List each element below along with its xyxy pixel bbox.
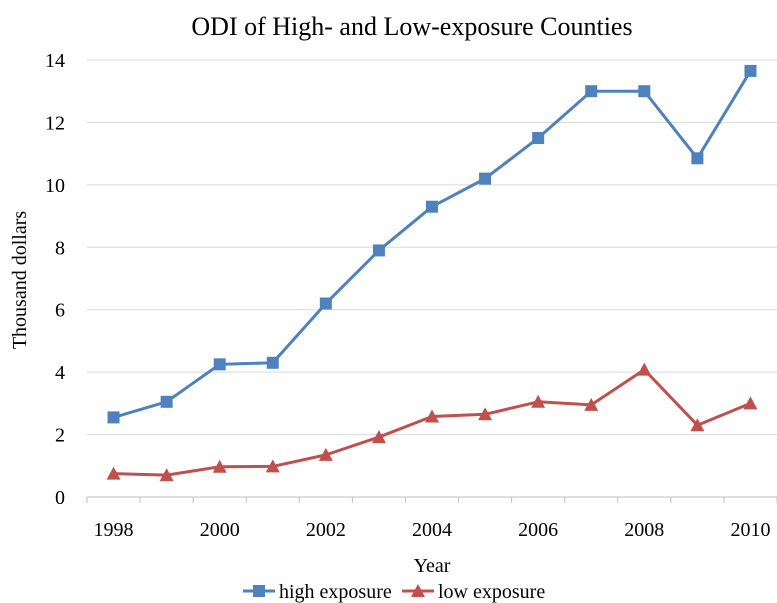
x-tick-label: 2000: [200, 519, 240, 541]
x-tick-label: 2004: [412, 519, 452, 541]
series-high-exposure: [108, 65, 757, 423]
y-tick-label: 10: [45, 175, 65, 197]
y-tick-label: 6: [55, 300, 65, 322]
data-point: [320, 297, 332, 309]
gridlines: [87, 60, 777, 435]
x-axis-title: Year: [414, 555, 451, 577]
x-tick-label: 2006: [518, 519, 558, 541]
legend-label: low exposure: [438, 581, 545, 603]
y-tick-label: 2: [55, 425, 65, 447]
data-point: [479, 173, 491, 185]
x-tick-label: 2008: [624, 519, 664, 541]
data-point: [532, 132, 544, 144]
x-tick-label: 2002: [306, 519, 346, 541]
data-point: [637, 363, 651, 376]
data-point: [744, 65, 756, 77]
legend-marker: [253, 585, 265, 597]
data-point: [691, 152, 703, 164]
y-tick-label: 0: [55, 487, 65, 509]
data-point: [426, 201, 438, 213]
y-tick-label: 8: [55, 237, 65, 259]
chart-title: ODI of High- and Low-exposure Counties: [191, 12, 632, 41]
legend-item: low exposure: [402, 581, 545, 603]
axes: 0 2 4 6 8 10 12 14 1998 2000 2002 2004 2006 2008 2010: [45, 50, 777, 541]
legend: high exposure low exposure: [243, 581, 545, 603]
data-point: [161, 396, 173, 408]
data-point: [214, 358, 226, 370]
data-point: [373, 244, 385, 256]
x-tick-label: 1998: [94, 519, 134, 541]
y-tick-label: 12: [45, 112, 65, 134]
data-point: [638, 85, 650, 97]
data-point: [267, 357, 279, 369]
y-tick-label: 14: [45, 50, 65, 72]
series-low-exposure: [107, 363, 758, 482]
data-point: [743, 396, 757, 409]
series-layer: [107, 65, 758, 481]
legend-label: high exposure: [279, 581, 392, 603]
y-axis-title: Thousand dollars: [9, 211, 31, 350]
y-tick-label: 4: [55, 362, 65, 384]
data-point: [108, 411, 120, 423]
data-point: [585, 85, 597, 97]
legend-item: high exposure: [243, 581, 392, 603]
x-tick-label: 2010: [730, 519, 770, 541]
